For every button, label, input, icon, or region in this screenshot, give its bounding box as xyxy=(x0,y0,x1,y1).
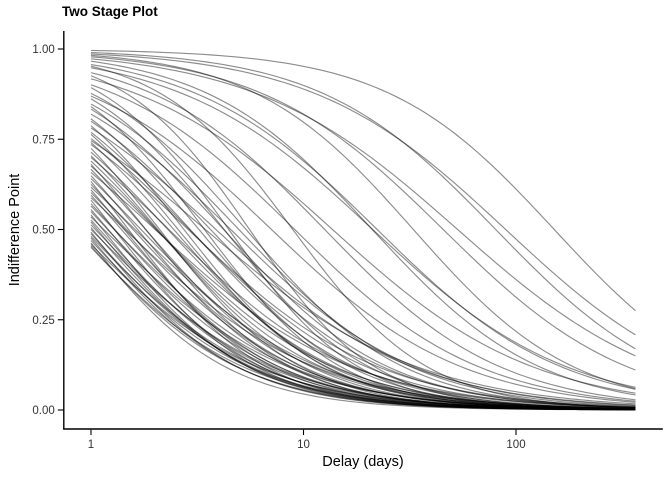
discount-curve xyxy=(90,78,636,394)
discount-curve xyxy=(90,49,636,312)
discount-curve xyxy=(90,240,636,411)
discount-curve xyxy=(90,151,636,410)
discount-curve xyxy=(90,214,636,411)
discount-curve xyxy=(90,219,636,411)
y-tick-label: 0.75 xyxy=(32,134,54,146)
discount-curve xyxy=(90,108,636,409)
discount-curve xyxy=(90,236,636,410)
x-tick-label: 100 xyxy=(506,439,525,451)
discount-curve xyxy=(90,72,636,401)
discount-curve xyxy=(90,53,636,336)
discount-curve xyxy=(90,165,636,409)
discount-curve xyxy=(90,242,636,411)
discount-curve xyxy=(90,103,636,407)
discount-curve xyxy=(90,84,636,402)
discount-curve xyxy=(90,65,636,409)
discount-curve xyxy=(90,246,636,411)
discount-curve xyxy=(90,160,636,410)
y-tick-label: 0.50 xyxy=(32,225,54,237)
x-tick-label: 1 xyxy=(88,439,94,451)
discount-curve xyxy=(90,60,636,396)
discount-curve xyxy=(90,197,636,409)
discount-curve xyxy=(90,127,636,406)
discount-curve xyxy=(90,186,636,409)
discount-curve xyxy=(90,120,636,408)
discount-curve xyxy=(90,157,636,409)
discount-curve xyxy=(90,51,636,350)
discount-curve xyxy=(90,148,636,411)
discount-curve xyxy=(90,211,636,410)
y-tick-label: 0.00 xyxy=(32,405,54,417)
chart-title: Two Stage Plot xyxy=(62,4,158,19)
discount-curve xyxy=(90,245,636,411)
discount-curve xyxy=(90,54,636,390)
discount-curve xyxy=(90,233,636,411)
discount-curve xyxy=(90,168,636,410)
discount-curve xyxy=(90,203,636,410)
discount-curve xyxy=(90,63,636,390)
discount-curve xyxy=(90,178,636,410)
discount-curve xyxy=(90,92,636,409)
discount-curve xyxy=(90,181,636,411)
x-axis-title: Delay (days) xyxy=(322,454,404,470)
x-tick-label: 10 xyxy=(297,439,310,451)
discount-curve xyxy=(90,205,636,410)
discount-curve xyxy=(90,87,636,410)
discount-curve xyxy=(90,183,636,410)
discount-curve xyxy=(90,155,636,410)
discount-curve xyxy=(90,106,636,410)
discount-curve xyxy=(90,75,636,410)
discount-curve xyxy=(90,224,636,410)
discount-curve xyxy=(90,58,636,357)
discount-curve xyxy=(90,144,636,408)
discount-curve xyxy=(90,98,636,410)
discount-curve xyxy=(90,229,636,410)
discount-curve xyxy=(90,227,636,411)
discount-curve xyxy=(90,243,636,410)
y-tick-label: 0.25 xyxy=(32,315,54,327)
discount-curve xyxy=(90,142,636,410)
discount-curve xyxy=(90,138,636,409)
discount-curve xyxy=(90,134,636,410)
discount-curve xyxy=(90,237,636,411)
discount-curve xyxy=(90,175,636,411)
discount-curve xyxy=(90,231,636,411)
discount-curve xyxy=(90,67,636,388)
y-tick-label: 1.00 xyxy=(32,44,54,56)
discount-curve xyxy=(90,164,636,411)
discount-curve xyxy=(90,56,636,371)
discount-curve xyxy=(90,194,636,411)
discount-curve xyxy=(90,209,636,411)
discount-curve xyxy=(90,221,636,411)
discount-curve xyxy=(90,113,636,407)
discount-curve xyxy=(90,131,636,409)
discount-curve xyxy=(90,140,636,405)
discount-curve xyxy=(90,118,636,410)
discount-curve xyxy=(90,216,636,410)
discount-curve xyxy=(90,199,636,411)
discount-curve xyxy=(90,95,636,403)
discount-curve xyxy=(90,125,636,410)
discount-curve xyxy=(90,172,636,408)
discount-curve xyxy=(90,189,636,411)
discount-curve xyxy=(90,192,636,410)
